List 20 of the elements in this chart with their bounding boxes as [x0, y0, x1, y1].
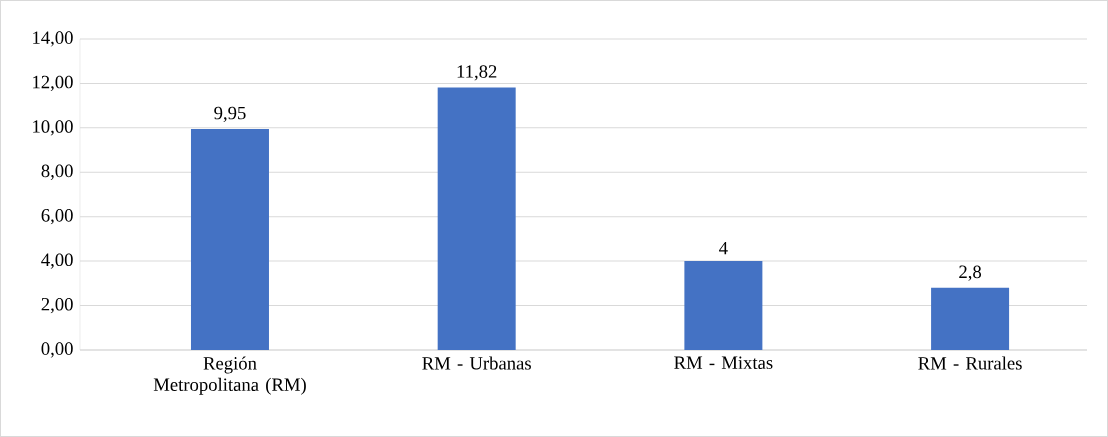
bar [931, 287, 1010, 350]
data-label: 4 [719, 241, 728, 255]
bar [437, 87, 516, 350]
bar [190, 128, 269, 350]
x-tick-label: Región Metropolitana (RM) [153, 356, 306, 395]
y-tick-label: 10,00 [33, 120, 73, 136]
x-tick-label: RM - Mixtas [674, 356, 773, 370]
y-tick-label: 14,00 [33, 31, 73, 47]
x-tick-label: RM - Rurales [918, 356, 1022, 370]
x-tick-label: RM - Urbanas [422, 356, 531, 370]
data-label: 9,95 [214, 106, 246, 123]
y-tick-label: 0,00 [41, 342, 73, 358]
y-tick-label: 8,00 [41, 164, 73, 180]
bar [684, 261, 763, 350]
data-label: 2,8 [959, 265, 982, 281]
y-tick-label: 2,00 [41, 297, 73, 314]
data-label: 11,82 [457, 65, 497, 81]
y-tick-label: 12,00 [33, 75, 73, 92]
y-tick-label: 4,00 [41, 253, 73, 269]
y-tick-label: 6,00 [41, 209, 73, 225]
